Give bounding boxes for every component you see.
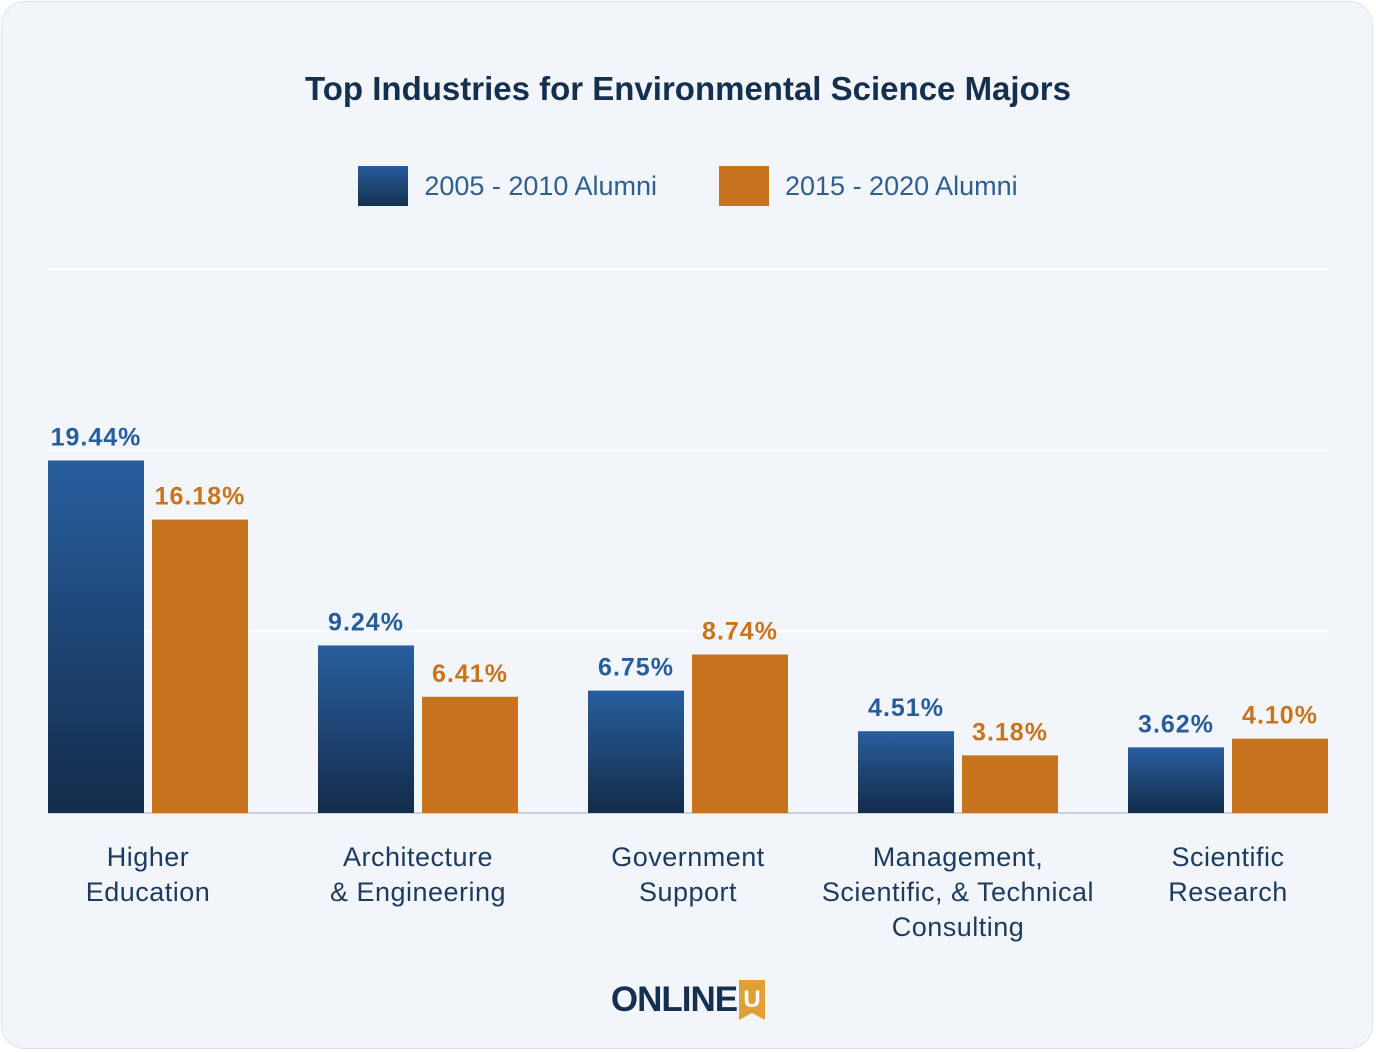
data-label-series-2-cat-5: 4.10%: [1242, 702, 1318, 730]
data-label-series-1-cat-3: 6.75%: [598, 654, 674, 682]
data-label-series-2-cat-4: 3.18%: [972, 718, 1048, 746]
legend-item-series-2: 2015 - 2020 Alumni: [719, 166, 1018, 206]
category-label-3-line-2: Support: [639, 877, 737, 907]
bar-series-1-cat-1: [48, 460, 144, 813]
logo-text: ONLINE: [610, 980, 738, 1019]
data-label-series-2-cat-2: 6.41%: [432, 660, 508, 688]
bar-series-2-cat-2: [422, 696, 518, 813]
category-label-1-line-2: Education: [86, 877, 211, 907]
bar-series-1-cat-5: [1128, 747, 1224, 813]
legend-label-series-2: 2015 - 2020 Alumni: [785, 170, 1018, 201]
onlineu-logo: ONLINE U: [0, 980, 1376, 1020]
bar-series-2-cat-3: [692, 654, 788, 813]
category-label-5-line-2: Research: [1168, 877, 1288, 907]
legend-item-series-1: 2005 - 2010 Alumni: [358, 166, 657, 206]
bar-series-2-cat-4: [962, 755, 1058, 813]
chart-title: Top Industries for Environmental Science…: [305, 70, 1071, 107]
category-label-4-line-1: Management,: [873, 842, 1044, 872]
data-label-series-1-cat-4: 4.51%: [868, 694, 944, 722]
category-label-3-line-1: Government: [611, 842, 765, 872]
bar-series-2-cat-5: [1232, 738, 1328, 813]
data-label-series-2-cat-3: 8.74%: [702, 618, 778, 646]
category-label-4-line-3: Consulting: [892, 912, 1025, 942]
chart-legend: 2005 - 2010 Alumni 2015 - 2020 Alumni: [0, 166, 1376, 206]
category-label-1-line-1: Higher: [107, 842, 190, 872]
bar-series-1-cat-2: [318, 645, 414, 813]
bar-series-1-cat-4: [858, 731, 954, 813]
category-label-2-line-1: Architecture: [343, 842, 493, 872]
logo-badge-icon: U: [739, 980, 766, 1020]
data-label-series-1-cat-1: 19.44%: [51, 423, 142, 451]
category-label-5-line-1: Scientific: [1171, 842, 1284, 872]
data-label-series-1-cat-5: 3.62%: [1138, 710, 1214, 738]
bar-series-1-cat-3: [588, 690, 684, 813]
legend-swatch-series-2: [719, 166, 769, 206]
legend-label-series-1: 2005 - 2010 Alumni: [424, 170, 657, 201]
data-label-series-2-cat-1: 16.18%: [155, 483, 246, 511]
category-label-4-line-2: Scientific, & Technical: [822, 877, 1094, 907]
data-label-series-1-cat-2: 9.24%: [328, 608, 404, 636]
legend-swatch-series-1: [358, 166, 409, 206]
category-label-2-line-2: & Engineering: [330, 877, 506, 907]
logo-badge-letter: U: [743, 986, 760, 1013]
bar-series-2-cat-1: [152, 519, 248, 813]
